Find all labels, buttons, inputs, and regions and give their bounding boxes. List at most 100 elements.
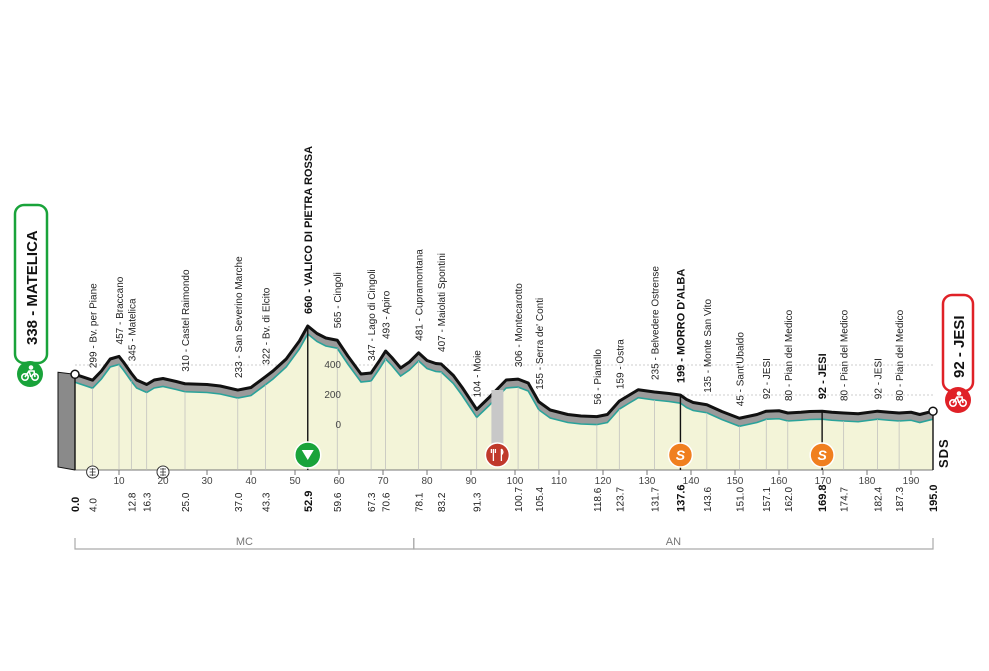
waypoint-label-14: 104 - Moie — [473, 350, 484, 398]
x-tick-label-12: 130 — [639, 476, 656, 487]
province-label-1: AN — [666, 536, 681, 548]
province-bracket-1 — [413, 538, 934, 550]
waypoint-label-6: 233 - San Severino Marche — [234, 256, 245, 378]
x-tick-label-14: 150 — [727, 476, 744, 487]
waypoint-km-28: 187.3 — [895, 487, 906, 512]
waypoint-label-7: 322 - Bv. di Elcito — [262, 287, 273, 365]
waypoint-km-12: 78.1 — [415, 492, 426, 512]
waypoint-km-1: 4.0 — [89, 498, 100, 512]
x-tick-label-6: 70 — [377, 476, 389, 487]
province-brackets: MC AN — [74, 536, 934, 550]
sprint-label-4: S — [676, 447, 686, 463]
feed-zone-band — [491, 390, 504, 452]
feed-zone-icon — [86, 465, 100, 479]
x-tick-label-15: 160 — [771, 476, 788, 487]
sprint-label-5: S — [817, 447, 827, 463]
waypoint-label-19: 235 - Belvedere Ostrense — [650, 266, 661, 380]
sprint-s-icon: S — [667, 442, 694, 468]
waypoint-km-10: 67.3 — [367, 492, 378, 512]
waypoint-label-15: 306 - Montecarotto — [514, 283, 525, 367]
waypoint-km-3: 12.8 — [127, 492, 138, 512]
waypoint-label-16: 155 - Serra de' Conti — [535, 298, 546, 390]
waypoint-label-2: 457 - Braccano — [115, 276, 126, 344]
x-tick-label-9: 100 — [507, 476, 524, 487]
waypoint-km-14: 91.3 — [473, 492, 484, 512]
waypoint-km-11: 70.6 — [382, 492, 393, 512]
waypoint-km-labels: 0.0 4.0 12.8 16.3 25.0 37.0 43.3 52.9 59.6 67.3 70… — [70, 484, 940, 512]
y-tick-label-2: 400 — [324, 360, 341, 371]
province-label-0: MC — [236, 536, 253, 548]
start-dot — [70, 369, 80, 380]
x-tick-label-0: 10 — [113, 476, 125, 487]
waypoint-label-27: 92 - JESI — [874, 358, 885, 399]
waypoint-label-18: 159 - Ostra — [615, 339, 626, 389]
waypoint-label-8: 660 - VALICO DI PIETRA ROSSA — [303, 146, 315, 314]
teal-line — [74, 332, 934, 428]
waypoint-label-9: 565 - Cingoli — [333, 272, 344, 328]
waypoint-label-17: 56 - Pianello — [593, 349, 604, 405]
waypoint-km-15: 100.7 — [514, 487, 525, 512]
x-tick-label-3: 40 — [245, 476, 257, 487]
lower-fill — [75, 334, 933, 470]
feed-zone-icon — [156, 465, 170, 479]
x-axis-ticks: 10 20 30 40 50 60 70 80 90 100 110 120 130 140 150 160 1… — [113, 470, 920, 487]
waypoint-label-5: 310 - Castel Raimondo — [181, 269, 192, 372]
waypoint-label-10: 347 - Lago di Cingoli — [367, 269, 378, 361]
waypoint-km-26: 174.7 — [840, 487, 851, 512]
waypoint-km-16: 105.4 — [535, 487, 546, 512]
waypoint-km-25: 169.8 — [817, 484, 829, 512]
y-tick-label-0: 0 — [335, 420, 341, 431]
x-tick-label-16: 170 — [815, 476, 832, 487]
x-tick-label-18: 190 — [903, 476, 920, 487]
start-wall — [57, 371, 76, 471]
waypoint-km-9: 59.6 — [333, 492, 344, 512]
waypoint-label-28: 80 - Pian del Medico — [895, 309, 906, 401]
start-badge-label: 338 - MATELICA — [24, 230, 41, 345]
waypoint-km-5: 25.0 — [181, 492, 192, 512]
profile-band — [75, 326, 933, 427]
waypoint-km-17: 118.6 — [593, 487, 604, 512]
x-tick-label-8: 90 — [465, 476, 477, 487]
x-tick-label-7: 80 — [421, 476, 433, 487]
waypoint-km-29: 195.0 — [928, 484, 940, 512]
cyclist-glyph — [21, 365, 40, 382]
x-tick-label-13: 140 — [683, 476, 700, 487]
fork-knife-icon — [484, 390, 511, 468]
finish-dot — [928, 406, 938, 416]
waypoint-km-7: 43.3 — [262, 492, 273, 512]
x-tick-label-2: 30 — [201, 476, 213, 487]
waypoint-km-4: 16.3 — [143, 492, 154, 512]
waypoint-km-22: 151.0 — [735, 487, 746, 512]
waypoint-label-22: 45 - Sant'Ubaldo — [735, 332, 746, 407]
waypoint-label-1: 299 - Bv. per Piane — [89, 283, 100, 368]
waypoint-label-23: 92 - JESI — [762, 358, 773, 399]
waypoint-km-27: 182.4 — [874, 487, 885, 512]
kom-triangle-icon — [294, 441, 322, 469]
road-line — [74, 324, 934, 420]
waypoint-km-24: 162.0 — [784, 487, 795, 512]
waypoint-label-3: 345 - Matelica — [127, 298, 138, 361]
waypoint-km-0: 0.0 — [70, 497, 82, 512]
waypoint-label-26: 80 - Pian del Medico — [840, 309, 851, 401]
waypoint-label-20: 199 - MORRO D'ALBA — [675, 269, 687, 384]
waypoint-km-20: 137.6 — [675, 484, 687, 512]
sds-logo: SDS — [936, 438, 951, 468]
waypoint-labels: 299 - Bv. per Piane 457 - Braccano 345 - M… — [89, 146, 907, 406]
lower-fill-layer — [75, 334, 933, 470]
x-tick-label-4: 50 — [289, 476, 301, 487]
waypoint-km-21: 143.6 — [703, 487, 714, 512]
waypoint-label-25: 92 - JESI — [817, 353, 829, 399]
waypoint-label-11: 493 - Apiro — [382, 290, 393, 339]
waypoint-km-8: 52.9 — [303, 491, 315, 512]
waypoint-km-19: 131.7 — [650, 487, 661, 512]
x-tick-label-17: 180 — [859, 476, 876, 487]
y-axis-ticks: 0 200 400 — [324, 360, 341, 431]
waypoint-km-23: 157.1 — [762, 487, 773, 512]
sprint-s-icon: S — [809, 442, 835, 468]
waypoint-drop-lines — [74, 326, 934, 470]
waypoint-label-13: 407 - Maiolati Spontini — [437, 253, 448, 352]
waypoint-km-6: 37.0 — [234, 492, 245, 512]
